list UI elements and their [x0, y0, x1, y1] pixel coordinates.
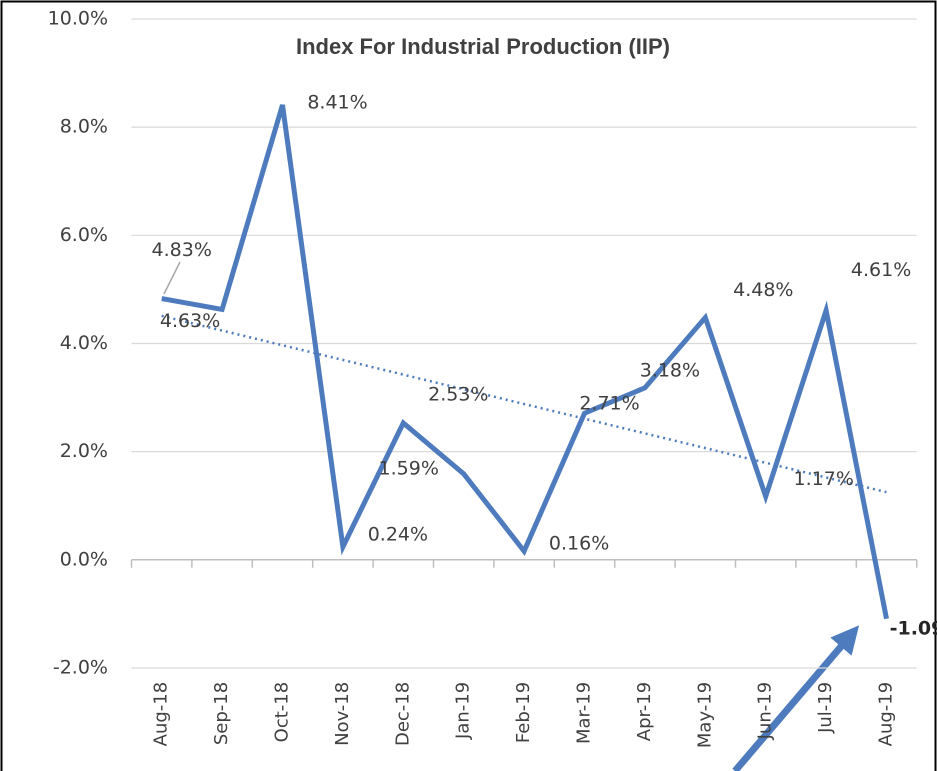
data-label: 4.63%: [160, 310, 220, 332]
annotation-arrow: [732, 625, 860, 771]
x-tick-label: May-19: [694, 682, 715, 748]
trendline: [161, 314, 887, 494]
x-tick-label: Apr-19: [634, 682, 655, 741]
y-tick-label: -2.0%: [53, 656, 108, 678]
data-label: 0.16%: [549, 533, 609, 555]
y-tick-label: 8.0%: [60, 116, 108, 138]
x-tick-label: Jan-19: [453, 682, 474, 740]
chart-title: Index For Industrial Production (IIP): [296, 34, 670, 59]
y-tick-label: 10.0%: [48, 8, 108, 30]
data-label: -1.09%: [890, 617, 937, 639]
data-label: 2.71%: [579, 393, 639, 415]
y-tick-label: 6.0%: [60, 224, 108, 246]
y-tick-label: 2.0%: [60, 440, 108, 462]
x-tick-label: Jul-19: [815, 682, 836, 734]
data-label: 8.41%: [307, 91, 367, 113]
data-label: 1.59%: [379, 457, 439, 479]
data-label: 3.18%: [640, 359, 700, 381]
x-tick-label: Aug-19: [876, 682, 897, 747]
data-label: 0.24%: [368, 523, 428, 545]
x-tick-label: Sep-18: [211, 682, 232, 745]
y-tick-label: 0.0%: [60, 548, 108, 570]
data-label: 4.61%: [851, 259, 911, 281]
x-tick-label: Aug-18: [151, 682, 172, 747]
x-tick-label: Jun-19: [755, 682, 776, 741]
x-tick-label: Feb-19: [513, 682, 534, 743]
leader-line: [163, 261, 181, 295]
data-label: 4.83%: [152, 239, 212, 261]
data-label: 1.17%: [794, 468, 854, 490]
x-tick-label: Oct-18: [272, 682, 293, 743]
line-series: [161, 104, 889, 620]
x-tick-label: Nov-18: [332, 682, 353, 746]
x-tick-label: Dec-18: [392, 682, 413, 746]
data-label: 4.48%: [733, 279, 793, 301]
x-tick-label: Mar-19: [574, 682, 595, 744]
data-label: 2.53%: [428, 383, 488, 405]
y-tick-label: 4.0%: [60, 332, 108, 354]
